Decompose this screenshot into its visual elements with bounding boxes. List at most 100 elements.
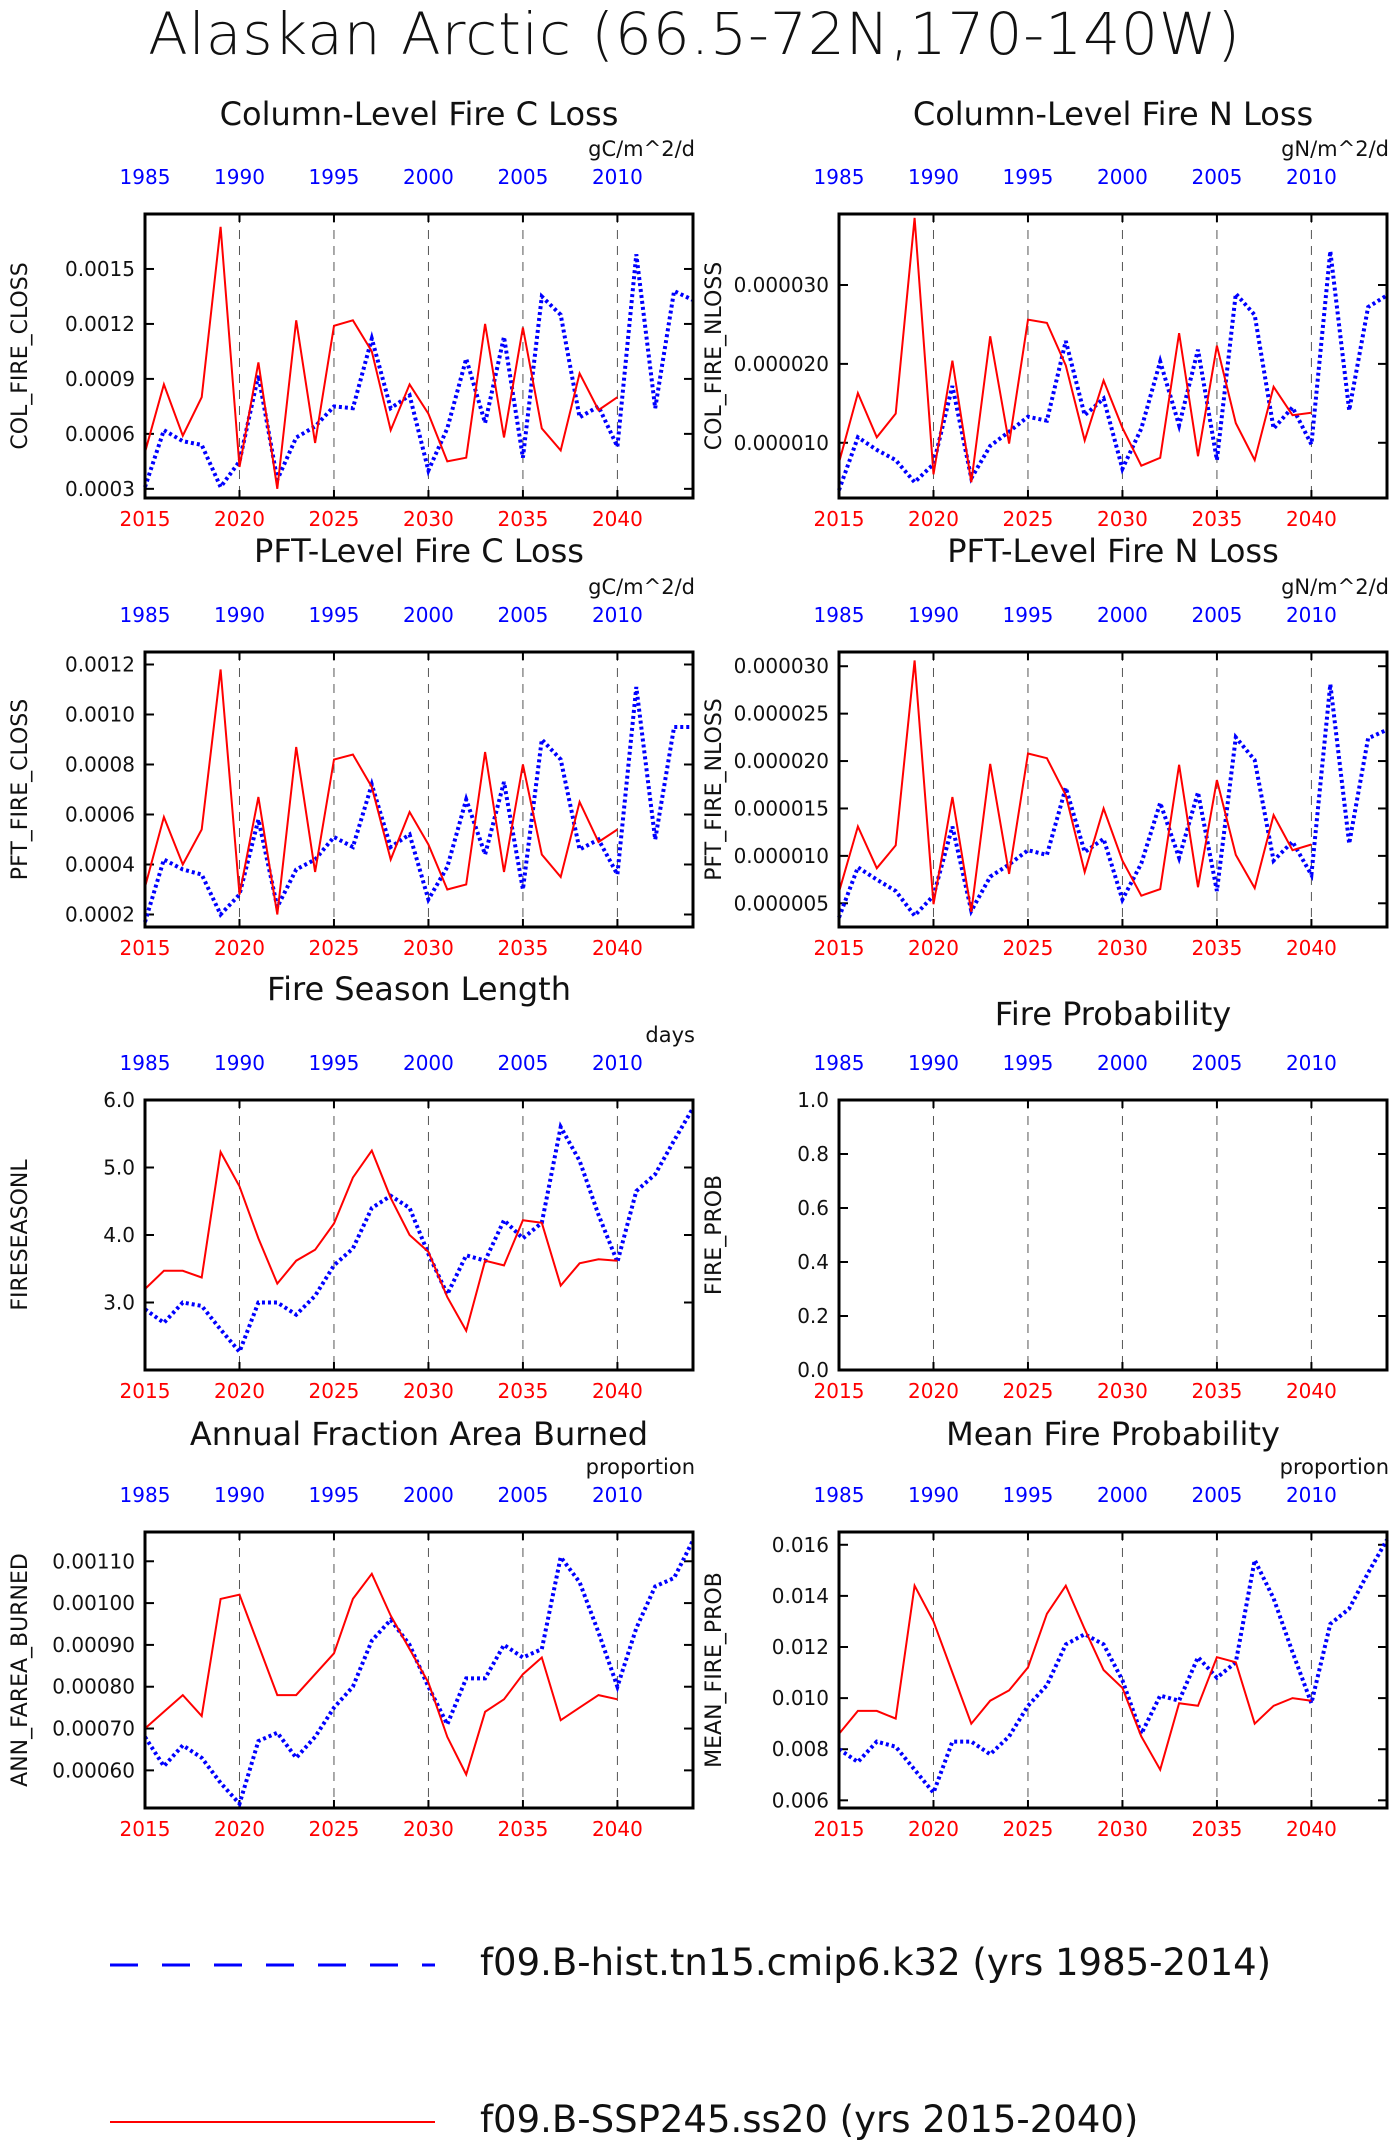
chart5-xtick-top: 1985 xyxy=(814,1051,865,1075)
chart5-xtick-top: 1995 xyxy=(1003,1051,1054,1075)
chart1-title: Column-Level Fire N Loss xyxy=(913,95,1313,133)
chart3-xtick-top: 2010 xyxy=(1286,603,1337,627)
chart0-ylabel: COL_FIRE_CLOSS xyxy=(8,262,33,449)
chart0-ytick-label: 0.0006 xyxy=(65,422,135,446)
chart2-xtick-top: 2000 xyxy=(403,603,454,627)
chart4-units: days xyxy=(645,1023,695,1047)
chart2-ytick-label: 0.0002 xyxy=(65,903,135,927)
chart6-series-historical-line xyxy=(143,1539,695,1808)
chart3-series-historical-line xyxy=(837,683,1388,919)
chart7-series-historical-line xyxy=(837,1538,1389,1797)
chart4-xtick-bottom: 2040 xyxy=(592,1379,643,1403)
chart2-xtick-top: 1995 xyxy=(309,603,360,627)
chart1-xtick-top: 1990 xyxy=(908,165,959,189)
chart1-ylabel: COL_FIRE_NLOSS xyxy=(702,262,727,450)
chart7-xtick-top: 1985 xyxy=(814,1483,865,1507)
chart6-ylabel: ANN_FAREA_BURNED xyxy=(8,1553,33,1787)
chart3-ytick-label: 0.000020 xyxy=(734,749,829,773)
chart5-ytick-label: 0.8 xyxy=(797,1142,829,1166)
chart1-xtick-top: 2010 xyxy=(1286,165,1337,189)
chart7-xtick-top: 1990 xyxy=(908,1483,959,1507)
chart7-xtick-top: 2010 xyxy=(1286,1483,1337,1507)
chart5-xtick-top: 1990 xyxy=(908,1051,959,1075)
chart7-xtick-bottom: 2015 xyxy=(814,1817,865,1841)
chart5-ytick-label: 0.2 xyxy=(797,1304,829,1328)
chart0-xtick-bottom: 2025 xyxy=(309,507,360,531)
chart3-xtick-top: 1995 xyxy=(1003,603,1054,627)
chart7-series-ssp245-line xyxy=(838,1582,1312,1773)
chart6-xtick-bottom: 2025 xyxy=(309,1817,360,1841)
chart2-xtick-bottom: 2020 xyxy=(214,936,265,960)
chart4-series-ssp245-line xyxy=(144,1148,618,1334)
chart7-xtick-bottom: 2035 xyxy=(1191,1817,1242,1841)
chart1-ytick-label: 0.000030 xyxy=(734,273,829,297)
chart0-xtick-bottom: 2015 xyxy=(120,507,171,531)
chart1-xtick-bottom: 2025 xyxy=(1003,507,1054,531)
chart1-units: gN/m^2/d xyxy=(1281,137,1389,161)
chart2-units: gC/m^2/d xyxy=(588,575,695,599)
chart1-ytick-label: 0.000010 xyxy=(734,431,829,455)
chart0-ytick-label: 0.0009 xyxy=(65,367,135,391)
chart0-xtick-top: 2010 xyxy=(592,165,643,189)
chart7-frame xyxy=(837,1530,1389,1810)
chart4-xtick-bottom: 2020 xyxy=(214,1379,265,1403)
chart7-ytick-label: 0.012 xyxy=(772,1635,829,1659)
chart1-xtick-top: 2005 xyxy=(1191,165,1242,189)
chart2-xtick-bottom: 2040 xyxy=(592,936,643,960)
chart5-ytick-label: 0.4 xyxy=(797,1250,829,1274)
chart2-xtick-bottom: 2035 xyxy=(497,936,548,960)
chart7-xtick-bottom: 2030 xyxy=(1097,1817,1148,1841)
chart3-ytick-label: 0.000015 xyxy=(734,796,829,820)
chart0-xtick-top: 2005 xyxy=(497,165,548,189)
legend-swatch-ssp245 xyxy=(110,2121,435,2123)
chart7-ytick-label: 0.006 xyxy=(772,1788,829,1812)
chart4-series-historical-line xyxy=(143,1107,695,1356)
chart4-ytick-label: 6.0 xyxy=(103,1088,135,1112)
chart5-ytick-label: 1.0 xyxy=(797,1088,829,1112)
chart7-ylabel: MEAN_FIRE_PROB xyxy=(702,1572,727,1768)
chart5-frame xyxy=(837,1098,1389,1372)
chart0-ytick-label: 0.0003 xyxy=(65,477,135,501)
chart6-ytick-label: 0.00100 xyxy=(52,1591,135,1615)
chart6-xtick-top: 1990 xyxy=(214,1483,265,1507)
chart7-ytick-label: 0.014 xyxy=(772,1584,829,1608)
chart6-xtick-bottom: 2015 xyxy=(120,1817,171,1841)
chart4-xtick-top: 1985 xyxy=(120,1051,171,1075)
chart5-xtick-top: 2000 xyxy=(1097,1051,1148,1075)
chart5-xtick-bottom: 2040 xyxy=(1286,1379,1337,1403)
chart2-ytick-label: 0.0004 xyxy=(65,853,135,877)
chart6-series-ssp245-line xyxy=(144,1571,618,1778)
chart0-units: gC/m^2/d xyxy=(588,137,695,161)
chart1-xtick-bottom: 2035 xyxy=(1191,507,1242,531)
chart1-xtick-bottom: 2030 xyxy=(1097,507,1148,531)
chart6-xtick-top: 2005 xyxy=(497,1483,548,1507)
chart3-title: PFT-Level Fire N Loss xyxy=(947,532,1279,570)
legend-label-ssp245: f09.B-SSP245.ss20 (yrs 2015-2040) xyxy=(480,2098,1139,2141)
chart2-ytick-label: 0.0012 xyxy=(65,653,135,677)
chart0-xtick-bottom: 2040 xyxy=(592,507,643,531)
chart3-xtick-top: 1985 xyxy=(814,603,865,627)
chart0-xtick-bottom: 2020 xyxy=(214,507,265,531)
chart7-xtick-top: 2005 xyxy=(1191,1483,1242,1507)
chart0-xtick-top: 2000 xyxy=(403,165,454,189)
chart6-units: proportion xyxy=(586,1455,695,1479)
chart6-ytick-label: 0.00070 xyxy=(52,1717,135,1741)
chart1-frame xyxy=(837,212,1389,500)
chart7-title: Mean Fire Probability xyxy=(946,1415,1280,1453)
chart4-title: Fire Season Length xyxy=(267,970,571,1008)
chart0-xtick-bottom: 2035 xyxy=(497,507,548,531)
chart6-ytick-label: 0.00060 xyxy=(52,1758,135,1782)
chart3-ytick-label: 0.000030 xyxy=(734,654,829,678)
chart4-xtick-top: 2005 xyxy=(497,1051,548,1075)
chart4-xtick-top: 1995 xyxy=(309,1051,360,1075)
chart3-ylabel: PFT_FIRE_NLOSS xyxy=(702,698,727,880)
legend-item-ssp245: f09.B-SSP245.ss20 (yrs 2015-2040) xyxy=(105,2092,1305,2152)
chart2-title: PFT-Level Fire C Loss xyxy=(254,532,584,570)
chart5-ytick-label: 0.0 xyxy=(797,1358,829,1382)
chart2-series-historical-line xyxy=(143,686,693,923)
chart6-ytick-label: 0.00110 xyxy=(52,1549,135,1573)
chart3-xtick-top: 2000 xyxy=(1097,603,1148,627)
chart5-ytick-label: 0.6 xyxy=(797,1196,829,1220)
chart4-ytick-label: 5.0 xyxy=(103,1156,135,1180)
chart6-xtick-top: 1995 xyxy=(309,1483,360,1507)
